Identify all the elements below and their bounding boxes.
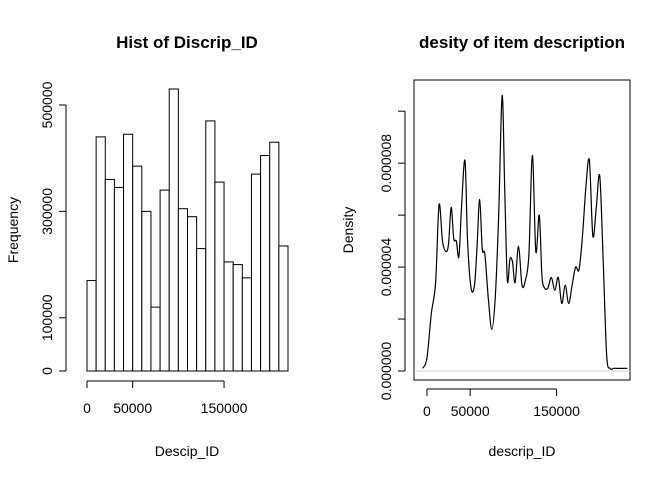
hist-bar xyxy=(223,261,234,372)
hist-bar xyxy=(278,245,289,372)
hist-bar xyxy=(168,88,179,372)
density-y-axis: 0.000000 0.000004 0.000008 xyxy=(378,110,406,401)
hist-bar xyxy=(141,210,152,372)
hist-y-tick-label: 100000 xyxy=(39,294,55,341)
density-title: desity of item description xyxy=(419,33,625,52)
hist-y-tick-label: 300000 xyxy=(39,188,55,235)
hist-x-axis: 0 50000 150000 xyxy=(83,380,248,416)
density-x-tick-label: 50000 xyxy=(451,403,490,419)
hist-bar xyxy=(214,181,225,372)
hist-bar xyxy=(241,277,252,372)
density-y-tick-label: 0.000004 xyxy=(378,238,394,297)
density-x-tick-label: 0 xyxy=(423,403,431,419)
hist-y-axis: 0 100000 300000 500000 xyxy=(39,81,67,375)
density-curve xyxy=(422,94,628,370)
density-y-tick-label: 0.000008 xyxy=(378,134,394,193)
density-panel: desity of item description 0.0000000.000… xyxy=(340,33,631,459)
hist-y-label: Frequency xyxy=(5,197,21,263)
hist-y-tick-label: 0 xyxy=(39,367,55,375)
density-y-tick-label: 0.000000 xyxy=(378,342,394,401)
hist-bar xyxy=(95,136,106,372)
density-x-tick-label: 150000 xyxy=(533,403,580,419)
density-x-label: descrip_ID xyxy=(489,443,556,459)
hist-bar xyxy=(232,264,243,372)
hist-x-tick-label: 0 xyxy=(83,400,91,416)
density-x-axis: 0 50000 150000 xyxy=(423,388,580,419)
hist-x-label: Descip_ID xyxy=(155,443,220,459)
hist-bar xyxy=(104,178,115,372)
hist-x-tick-label: 50000 xyxy=(113,400,152,416)
hist-x-tick-label: 150000 xyxy=(201,400,248,416)
hist-bar xyxy=(132,165,143,372)
hist-bar xyxy=(260,155,271,372)
hist-bars xyxy=(86,88,289,372)
hist-bar xyxy=(196,248,207,372)
hist-title: Hist of Discrip_ID xyxy=(116,33,258,52)
hist-bar xyxy=(113,186,125,372)
hist-bar xyxy=(269,141,280,372)
density-y-label: Density xyxy=(340,207,356,254)
hist-bar xyxy=(123,133,134,372)
hist-bar xyxy=(205,120,216,372)
hist-bar xyxy=(159,189,170,372)
hist-y-tick-label: 500000 xyxy=(39,81,55,128)
hist-bar xyxy=(187,216,198,372)
density-plot-box xyxy=(413,79,631,381)
hist-bar xyxy=(250,173,262,372)
hist-bar xyxy=(150,306,161,372)
hist-bar xyxy=(86,280,97,372)
hist-bar xyxy=(177,208,188,372)
